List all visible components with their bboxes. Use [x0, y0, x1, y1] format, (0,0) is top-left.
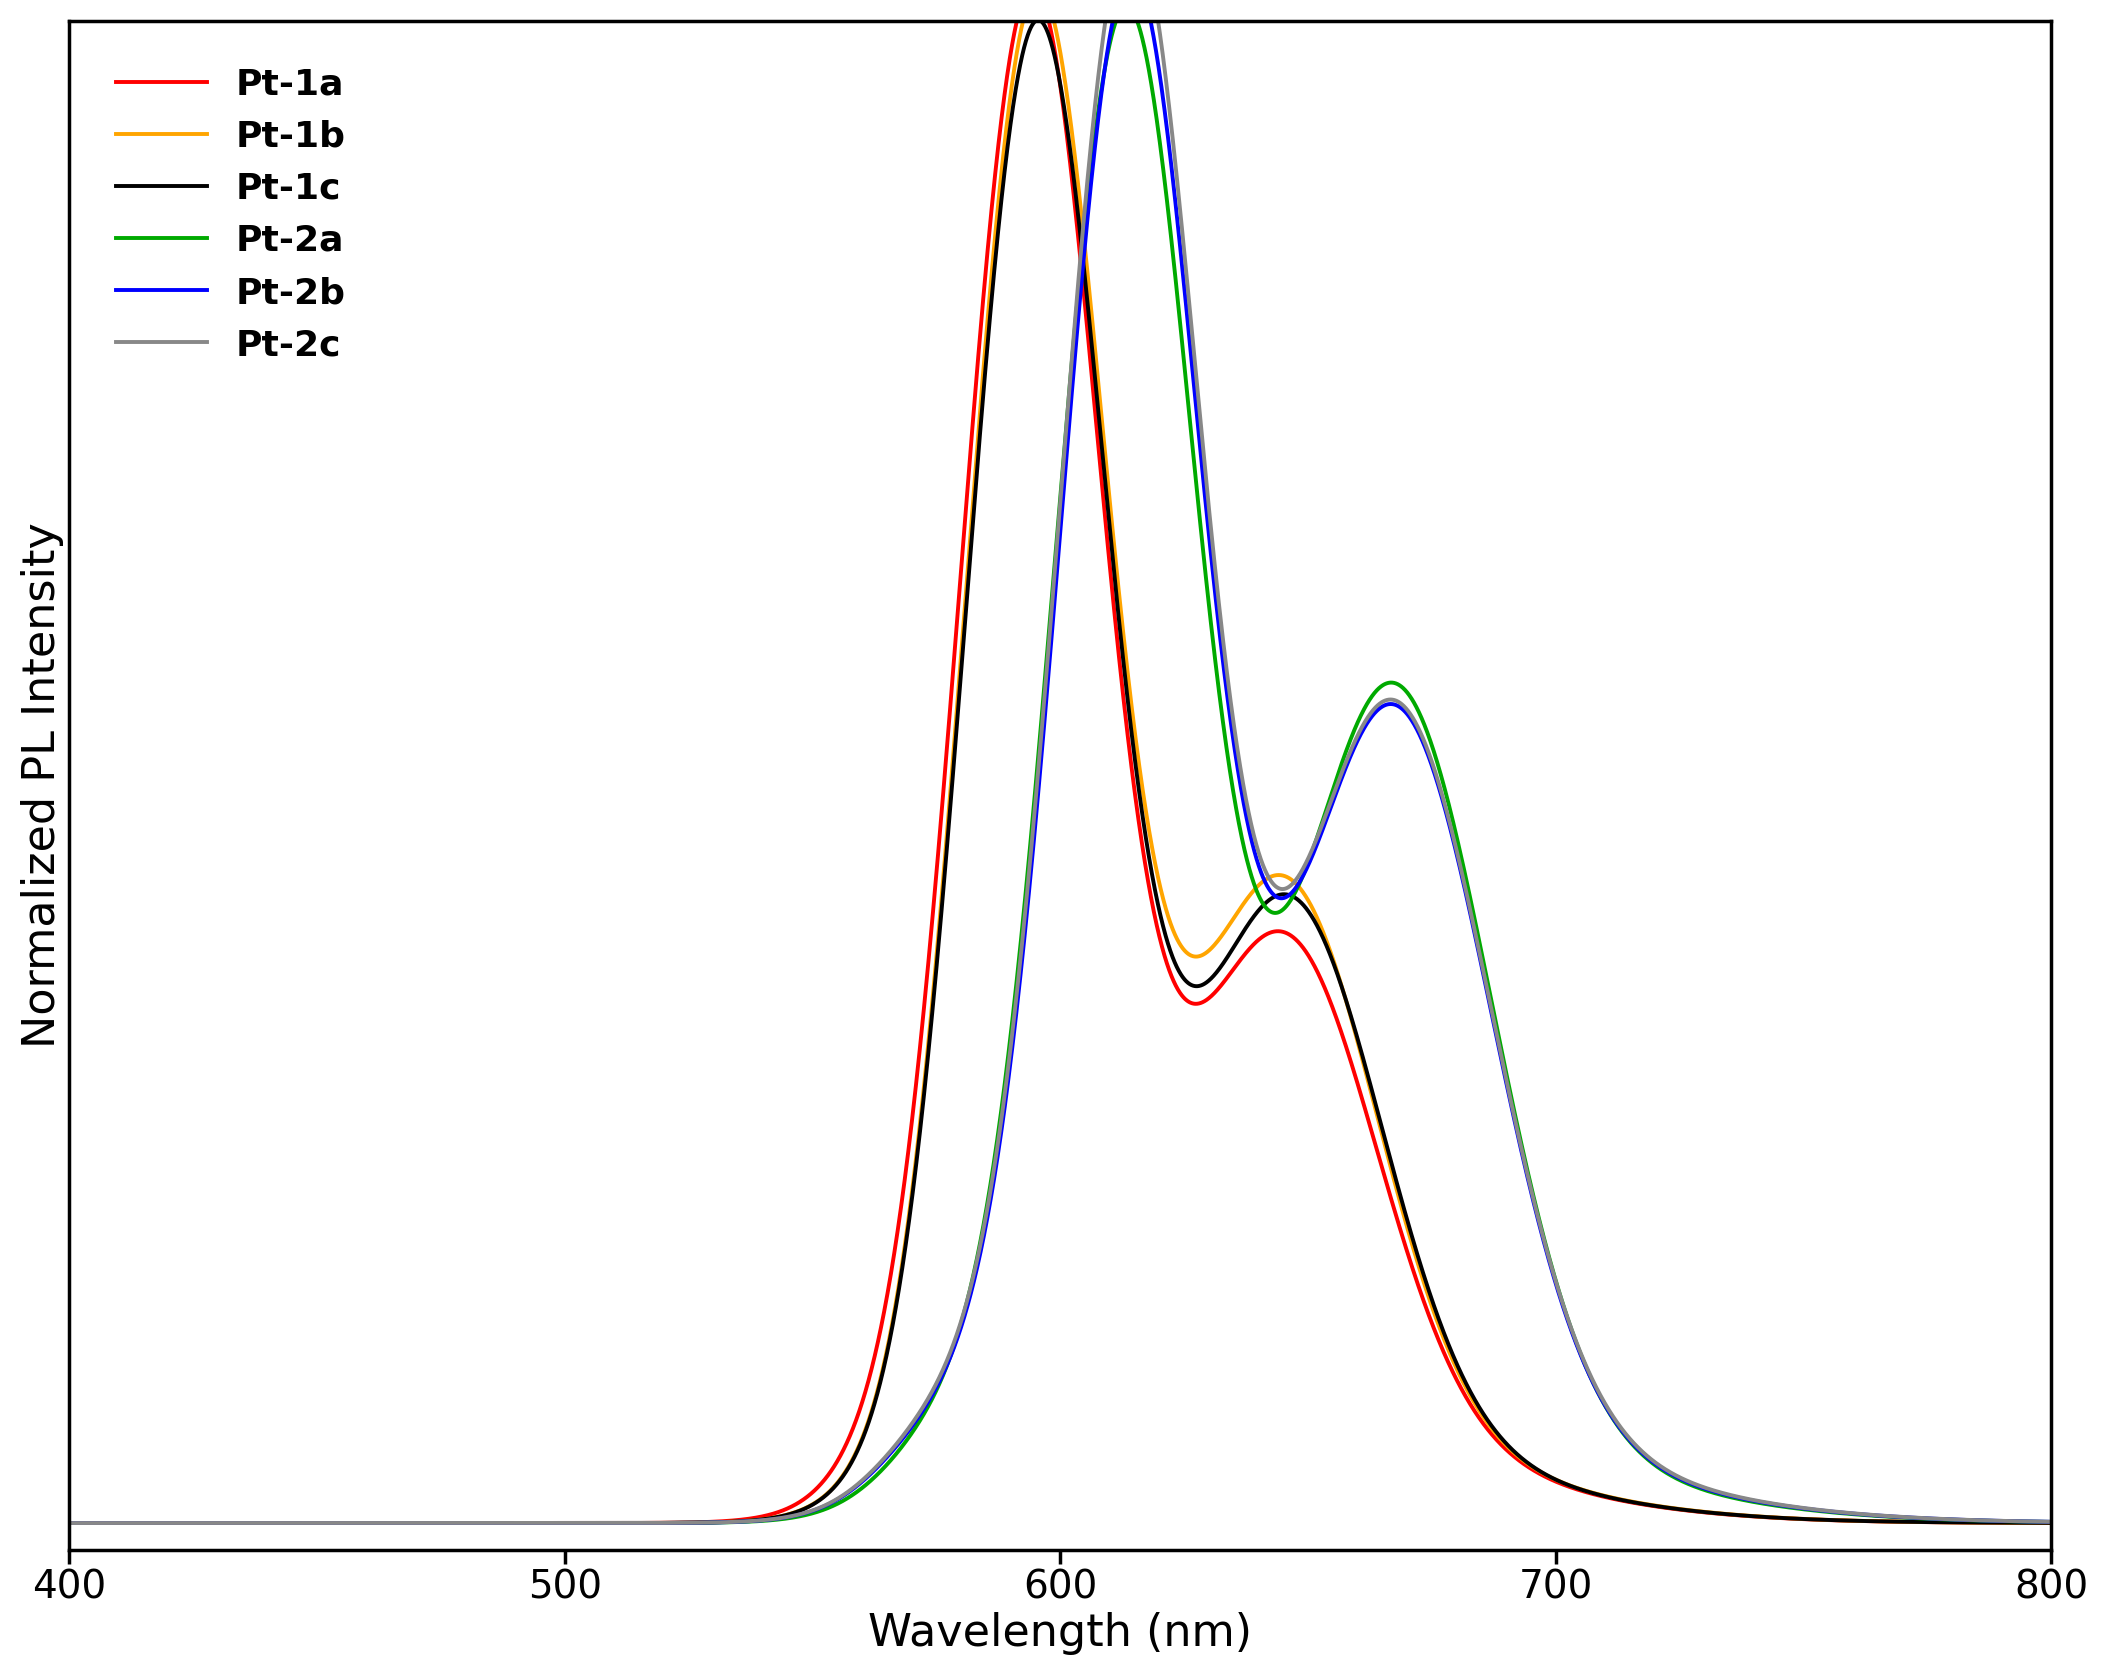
Line: Pt-2c: Pt-2c [70, 0, 2109, 1523]
X-axis label: Wavelength (nm): Wavelength (nm) [869, 1612, 1253, 1656]
Pt-1c [1289, 892, 1314, 912]
Line: Pt-2a: Pt-2a [70, 7, 2109, 1523]
Pt-1c [1710, 1503, 1736, 1523]
Pt-1a [1289, 935, 1314, 955]
Pt-1c [57, 1513, 82, 1534]
Pt-2a [160, 1513, 186, 1534]
Pt-2b [1710, 1483, 1736, 1503]
Pt-1b [1599, 1488, 1624, 1508]
Pt-2b [1599, 1406, 1624, 1426]
Pt-2c [1710, 1483, 1736, 1503]
Y-axis label: Normalized PL Intensity: Normalized PL Intensity [21, 523, 63, 1048]
Pt-2a [1379, 672, 1405, 692]
Pt-2b [810, 1497, 835, 1517]
Pt-2b [1379, 694, 1405, 714]
Pt-2a [57, 1513, 82, 1534]
Pt-1a [1599, 1488, 1624, 1508]
Pt-2c [1289, 863, 1314, 883]
Pt-2b [1289, 870, 1314, 890]
Pt-1b [810, 1487, 835, 1507]
Pt-2c [57, 1513, 82, 1534]
Pt-2a [1114, 0, 1139, 17]
Pt-2a [1710, 1485, 1736, 1505]
Pt-2a [1599, 1408, 1624, 1428]
Line: Pt-1a: Pt-1a [70, 0, 2109, 1523]
Pt-1a [1379, 1190, 1405, 1210]
Pt-2a [1289, 870, 1314, 890]
Pt-2b [160, 1513, 186, 1534]
Pt-2c [810, 1497, 835, 1517]
Pt-1a [1710, 1503, 1736, 1523]
Legend: Pt-1a, Pt-1b, Pt-1c, Pt-2a, Pt-2b, Pt-2c: Pt-1a, Pt-1b, Pt-1c, Pt-2a, Pt-2b, Pt-2c [86, 39, 375, 391]
Line: Pt-2b: Pt-2b [70, 0, 2109, 1523]
Pt-1c [1379, 1153, 1405, 1173]
Pt-2a [810, 1500, 835, 1520]
Pt-1a [160, 1513, 186, 1534]
Pt-2c [1599, 1404, 1624, 1425]
Pt-1c [810, 1488, 835, 1508]
Pt-1b [1289, 880, 1314, 900]
Pt-1c [1599, 1488, 1624, 1508]
Line: Pt-1c: Pt-1c [70, 20, 2109, 1523]
Pt-1b [1379, 1161, 1405, 1182]
Pt-1b [57, 1513, 82, 1534]
Pt-2c [1379, 689, 1405, 709]
Pt-2c [160, 1513, 186, 1534]
Pt-1c [1025, 10, 1050, 30]
Pt-1b [1710, 1503, 1736, 1523]
Pt-2b [57, 1513, 82, 1534]
Pt-1b [160, 1513, 186, 1534]
Line: Pt-1b: Pt-1b [70, 0, 2109, 1523]
Pt-1a [810, 1472, 835, 1492]
Pt-1a [57, 1513, 82, 1534]
Pt-1c [160, 1513, 186, 1534]
